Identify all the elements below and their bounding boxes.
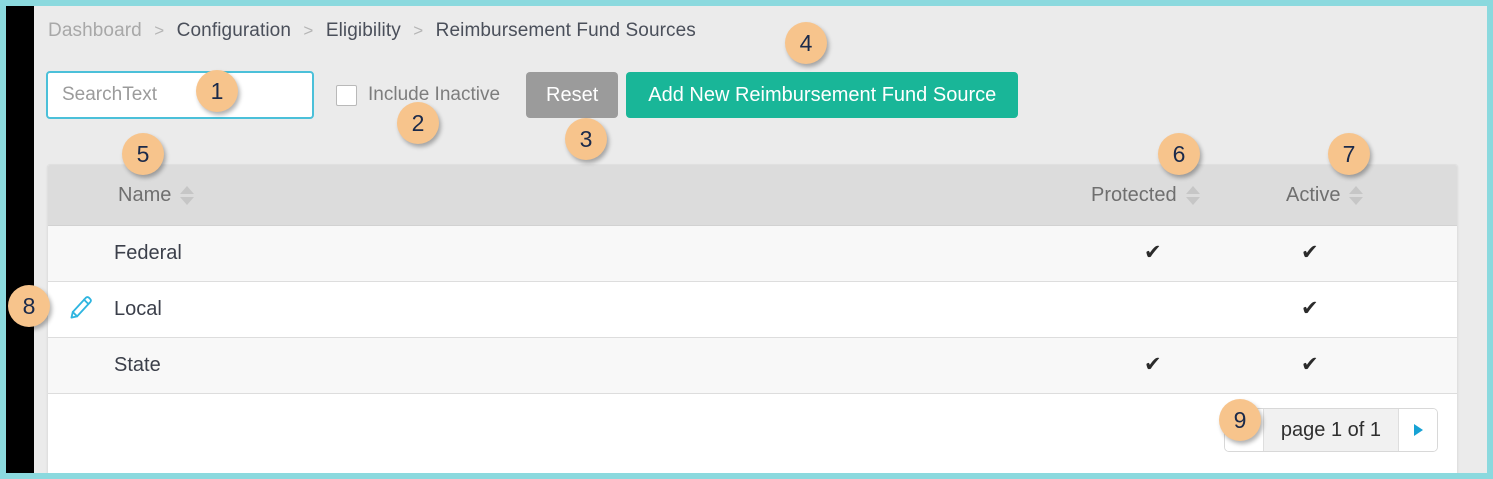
row-active: ✔ [1282, 281, 1457, 338]
page-content: Dashboard > Configuration > Eligibility … [34, 6, 1487, 473]
left-chrome-rail [6, 6, 34, 473]
breadcrumb-separator: > [303, 21, 314, 40]
callout-badge-9: 9 [1219, 399, 1261, 441]
table-row[interactable]: State ✔ ✔ [48, 337, 1457, 394]
callout-badge-4: 4 [785, 22, 827, 64]
breadcrumb-item-dashboard[interactable]: Dashboard [48, 20, 142, 41]
include-inactive-checkbox[interactable] [336, 84, 357, 106]
breadcrumb-separator: > [154, 21, 165, 40]
check-icon: ✔ [1301, 297, 1319, 320]
callout-badge-8: 8 [8, 285, 50, 327]
breadcrumb-item-current: Reimbursement Fund Sources [435, 20, 696, 41]
row-edit-cell [48, 337, 114, 394]
breadcrumb-separator: > [413, 21, 424, 40]
toolbar: Include Inactive Reset Add New Reimburse… [46, 70, 1019, 120]
callout-badge-1: 1 [196, 70, 238, 112]
active-column-header[interactable]: Active [1282, 165, 1457, 226]
edit-column-header [48, 165, 114, 226]
include-inactive-label: Include Inactive [368, 84, 501, 105]
results-table: Name Protected [48, 165, 1457, 394]
check-icon: ✔ [1301, 353, 1319, 376]
include-inactive[interactable]: Include Inactive [336, 84, 500, 106]
search-input[interactable] [46, 71, 314, 119]
callout-badge-3: 3 [565, 118, 607, 160]
protected-column-label: Protected [1091, 183, 1177, 206]
next-page-button[interactable] [1399, 409, 1437, 451]
active-column-label: Active [1286, 183, 1341, 206]
row-active: ✔ [1282, 337, 1457, 394]
sort-arrows-icon[interactable] [180, 185, 195, 205]
row-edit-cell [48, 225, 114, 282]
row-name: Federal [114, 225, 1087, 282]
row-protected: ✔ [1087, 225, 1282, 282]
reset-button[interactable]: Reset [526, 72, 619, 118]
callout-badge-2: 2 [397, 102, 439, 144]
row-protected: ✔ [1087, 337, 1282, 394]
name-column-label: Name [118, 183, 172, 206]
table-row[interactable]: Local ✔ [48, 281, 1457, 338]
add-new-button[interactable]: Add New Reimbursement Fund Source [626, 72, 1019, 118]
row-name: State [114, 337, 1087, 394]
row-name: Local [114, 281, 1087, 338]
check-icon: ✔ [1144, 241, 1162, 264]
row-protected [1087, 281, 1282, 338]
breadcrumb-item-configuration[interactable]: Configuration [176, 20, 291, 41]
pager-label: page 1 of 1 [1262, 409, 1399, 451]
breadcrumb: Dashboard > Configuration > Eligibility … [48, 20, 696, 42]
callout-badge-5: 5 [122, 133, 164, 175]
sort-arrows-icon[interactable] [1349, 185, 1364, 205]
row-active: ✔ [1282, 225, 1457, 282]
callout-badge-6: 6 [1158, 133, 1200, 175]
table-header-row: Name Protected [48, 165, 1457, 226]
callout-badge-7: 7 [1328, 133, 1370, 175]
name-column-header[interactable]: Name [114, 165, 1087, 226]
breadcrumb-item-eligibility[interactable]: Eligibility [325, 20, 401, 41]
check-icon: ✔ [1301, 241, 1319, 264]
sort-arrows-icon[interactable] [1185, 185, 1200, 205]
row-edit-icon[interactable] [68, 294, 94, 320]
table-row[interactable]: Federal ✔ ✔ [48, 225, 1457, 282]
check-icon: ✔ [1144, 353, 1162, 376]
row-edit-cell[interactable] [48, 281, 114, 338]
protected-column-header[interactable]: Protected [1087, 165, 1282, 226]
chevron-right-icon [1413, 424, 1423, 436]
